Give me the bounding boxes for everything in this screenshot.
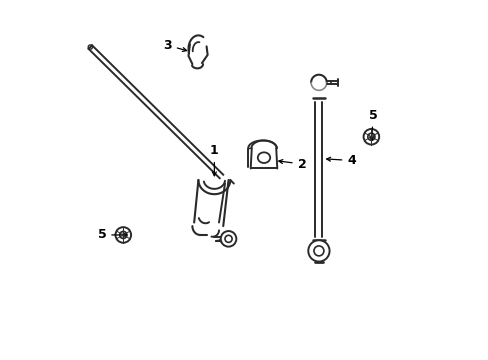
Circle shape bbox=[307, 240, 329, 261]
Text: 5: 5 bbox=[97, 229, 127, 242]
Text: 4: 4 bbox=[326, 154, 355, 167]
Text: 1: 1 bbox=[209, 144, 218, 176]
Text: 5: 5 bbox=[368, 108, 377, 140]
Circle shape bbox=[115, 227, 131, 243]
Circle shape bbox=[363, 129, 378, 145]
Circle shape bbox=[220, 231, 236, 247]
Text: 3: 3 bbox=[163, 39, 186, 52]
Text: 2: 2 bbox=[278, 158, 306, 171]
